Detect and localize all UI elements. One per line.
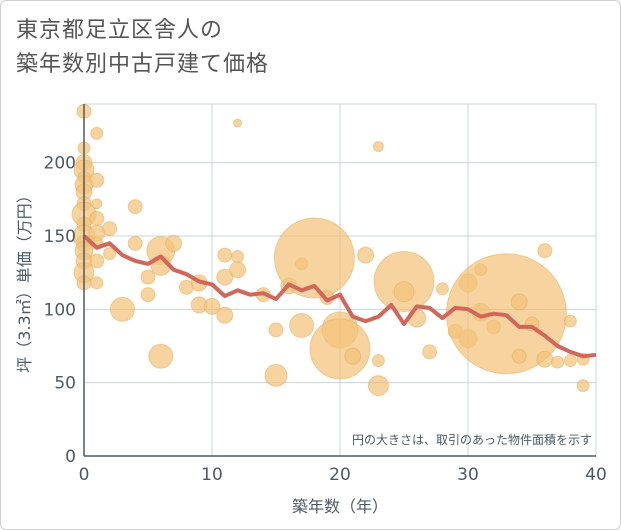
- y-tick-label: 150: [44, 227, 76, 247]
- x-tick-label: 30: [457, 465, 479, 485]
- bubble-point: [537, 243, 553, 259]
- bubble-point: [90, 276, 104, 290]
- y-tick-label: 0: [65, 447, 76, 467]
- bubble-point: [109, 296, 135, 322]
- bubble-point: [371, 354, 385, 368]
- bubble-point: [231, 250, 245, 264]
- bubble-point: [576, 379, 590, 393]
- bubble-point: [435, 282, 449, 296]
- bubble-point: [127, 235, 143, 251]
- bubble-point: [510, 293, 528, 311]
- trend-line: [82, 234, 597, 359]
- bubble-point: [229, 261, 247, 279]
- bubble-point: [102, 221, 118, 237]
- x-tick-label: 40: [585, 465, 607, 485]
- bubble-point: [268, 322, 284, 338]
- bubble-point: [148, 343, 174, 369]
- bubble-point: [536, 350, 554, 368]
- bubble-point: [127, 199, 143, 215]
- bubble-point: [140, 269, 156, 285]
- bubble-point: [344, 347, 362, 365]
- bubble-point: [393, 281, 415, 303]
- bubble-point: [103, 247, 117, 261]
- bubble-point: [264, 363, 288, 387]
- bubble-point: [165, 234, 183, 252]
- bubble-point: [357, 246, 375, 264]
- bubble-point: [233, 118, 243, 128]
- bubble-point: [203, 297, 221, 315]
- bubble-point: [309, 318, 371, 380]
- bubble-point: [216, 268, 234, 286]
- bubble-point: [89, 172, 105, 188]
- y-tick-label: 50: [54, 374, 76, 394]
- bubble-point: [89, 210, 105, 226]
- x-tick-label: 0: [79, 465, 90, 485]
- y-tick-label: 200: [44, 154, 76, 174]
- bubble-point: [289, 312, 315, 338]
- bubble-point: [563, 314, 577, 328]
- bubble-point: [90, 126, 104, 140]
- bubble-point: [216, 306, 234, 324]
- bubble-point: [422, 344, 438, 360]
- bubble-point: [91, 198, 103, 210]
- y-axis-label: 坪（3.3㎡）単価（万円）: [15, 187, 34, 372]
- title-line-2: 築年数別中古戸建て価格: [16, 52, 270, 77]
- bubble-point: [140, 287, 156, 303]
- bubble-point: [273, 217, 355, 299]
- bubble-point: [563, 354, 577, 368]
- title-line-1: 東京都足立区舎人の: [16, 18, 224, 43]
- bubble-point: [217, 247, 233, 263]
- axes: 0 10 20 30 40 0 50 100 150 200: [44, 104, 607, 485]
- chart-title: 東京都足立区舎人の 築年数別中古戸建て価格: [16, 14, 269, 82]
- bubble-point: [551, 355, 565, 369]
- x-tick-label: 10: [201, 465, 223, 485]
- x-axis-label: 築年数（年）: [292, 497, 388, 516]
- y-tick-label: 100: [44, 300, 76, 320]
- bubble-point: [511, 348, 527, 364]
- bubble-point: [367, 375, 389, 397]
- x-tick-label: 20: [329, 465, 351, 485]
- size-annotation: 円の大きさは、取引のあった物件面積を示す: [352, 432, 592, 447]
- bubble-point: [372, 141, 384, 153]
- bubble-series: [71, 103, 590, 397]
- bubble-point: [89, 253, 105, 269]
